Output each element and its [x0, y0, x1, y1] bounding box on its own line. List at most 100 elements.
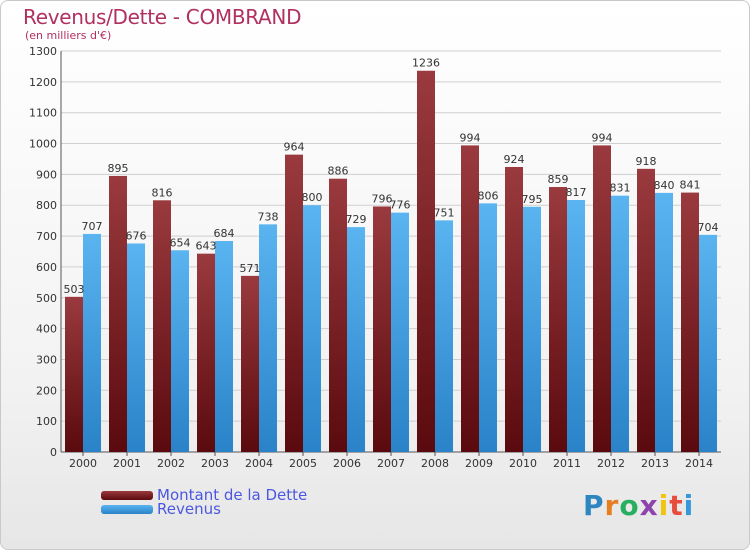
bar-revenus — [435, 220, 453, 452]
legend-label-dette: Montant de la Dette — [157, 486, 308, 504]
data-label-dette: 816 — [152, 186, 173, 199]
y-tick-label: 300 — [36, 353, 57, 366]
data-label-dette: 918 — [636, 155, 657, 168]
legend-item-dette: Montant de la Dette — [101, 486, 308, 504]
legend-swatch-dette — [101, 490, 153, 500]
chart-title: Revenus/Dette - COMBRAND — [23, 5, 302, 29]
bar-revenus — [479, 203, 497, 452]
data-label-revenus: 840 — [654, 179, 675, 192]
bar-revenus — [391, 212, 409, 452]
bar-dette — [681, 192, 699, 452]
y-tick-label: 800 — [36, 199, 57, 212]
data-label-revenus: 707 — [82, 220, 103, 233]
data-label-dette: 503 — [64, 283, 85, 296]
y-tick-label: 500 — [36, 292, 57, 305]
data-label-dette: 643 — [196, 240, 217, 253]
data-label-revenus: 795 — [522, 193, 543, 206]
bar-dette — [197, 253, 215, 452]
logo-letter: x — [639, 489, 659, 522]
y-tick-label: 1300 — [29, 45, 57, 58]
x-tick-label: 2013 — [641, 457, 669, 470]
x-tick-label: 2008 — [421, 457, 449, 470]
data-label-dette: 571 — [240, 262, 261, 275]
x-tick-label: 2007 — [377, 457, 405, 470]
bar-dette — [549, 187, 567, 452]
y-tick-label: 400 — [36, 323, 57, 336]
x-tick-label: 2003 — [201, 457, 229, 470]
data-label-revenus: 776 — [390, 199, 411, 212]
bar-dette — [373, 206, 391, 452]
bar-dette — [637, 168, 655, 452]
bar-dette — [285, 154, 303, 453]
data-label-revenus: 800 — [302, 191, 323, 204]
bar-revenus — [83, 233, 101, 452]
data-label-revenus: 738 — [258, 210, 279, 223]
logo-letter: P — [583, 489, 605, 522]
legend-swatch-revenus — [101, 504, 153, 514]
bar-revenus — [259, 224, 277, 452]
x-tick-label: 2011 — [553, 457, 581, 470]
bar-revenus — [127, 243, 145, 452]
y-tick-label: 700 — [36, 230, 57, 243]
data-label-dette: 964 — [284, 141, 305, 154]
legend-item-revenus: Revenus — [101, 500, 221, 518]
data-label-dette: 994 — [592, 131, 613, 144]
x-tick-label: 2014 — [685, 457, 713, 470]
bar-dette — [241, 275, 259, 452]
data-label-revenus: 751 — [434, 206, 455, 219]
data-label-revenus: 806 — [478, 189, 499, 202]
bars — [65, 70, 717, 453]
data-label-dette: 924 — [504, 153, 525, 166]
bar-revenus — [567, 199, 585, 452]
axes: 0 100 200 300 400 500 600 700 800 900 1000 1100 1200… — [29, 45, 721, 470]
data-label-revenus: 817 — [566, 186, 587, 199]
data-label-dette: 841 — [680, 179, 701, 192]
bar-dette — [65, 296, 83, 452]
logo-letter: i — [683, 489, 695, 522]
logo-letter: i — [658, 489, 670, 522]
bar-dette — [329, 178, 347, 453]
bar-revenus — [523, 206, 541, 452]
bar-revenus — [171, 250, 189, 452]
proxiti-logo: Proxiti — [583, 489, 694, 522]
logo-letter: t — [669, 489, 684, 522]
bar-dette — [461, 145, 479, 453]
y-tick-label: 1200 — [29, 76, 57, 89]
y-tick-label: 200 — [36, 384, 57, 397]
x-tick-label: 2004 — [245, 457, 273, 470]
bar-revenus — [611, 195, 629, 452]
bar-dette — [109, 175, 127, 452]
x-tick-label: 2012 — [597, 457, 625, 470]
bar-dette — [593, 145, 611, 453]
logo-letter: r — [604, 489, 620, 522]
bar-revenus — [347, 227, 365, 452]
y-tick-label: 1000 — [29, 138, 57, 151]
y-tick-label: 1100 — [29, 107, 57, 120]
y-tick-label: 900 — [36, 168, 57, 181]
y-tick-label: 100 — [36, 415, 57, 428]
data-label-revenus: 676 — [126, 229, 147, 242]
x-tick-label: 2006 — [333, 457, 361, 470]
x-tick-label: 2002 — [157, 457, 185, 470]
data-label-dette: 859 — [548, 173, 569, 186]
bar-dette — [153, 200, 171, 452]
data-label-revenus: 831 — [610, 182, 631, 195]
bar-revenus — [699, 234, 717, 452]
logo-letter: o — [619, 489, 640, 522]
data-label-revenus: 729 — [346, 213, 367, 226]
bar-dette — [417, 70, 435, 452]
x-tick-label: 2000 — [69, 457, 97, 470]
x-tick-label: 2009 — [465, 457, 493, 470]
y-tick-label: 0 — [50, 446, 57, 459]
x-tick-label: 2005 — [289, 457, 317, 470]
data-label-dette: 994 — [460, 131, 481, 144]
y-tick-label: 600 — [36, 261, 57, 274]
data-label-revenus: 654 — [170, 236, 191, 249]
data-label-revenus: 684 — [214, 227, 235, 240]
data-label-dette: 886 — [328, 165, 349, 178]
data-label-dette: 1236 — [412, 57, 440, 70]
legend-label-revenus: Revenus — [157, 500, 221, 518]
